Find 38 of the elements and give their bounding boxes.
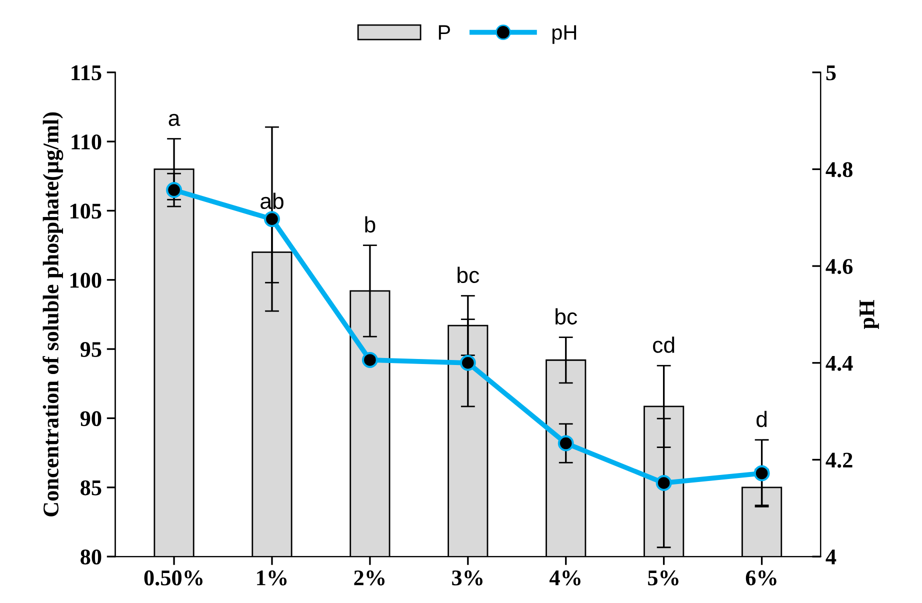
y2-tick-label: 4.8 — [826, 162, 852, 178]
point — [754, 465, 770, 482]
y-tick-label: 115 — [72, 65, 102, 80]
x-tick-label: 5% — [648, 570, 678, 586]
y-tick-label: 90 — [80, 411, 102, 426]
y2-tick-label: 4 — [826, 550, 836, 564]
point — [264, 211, 280, 228]
annotation: b — [365, 216, 376, 233]
x-tick-label: 3% — [452, 570, 482, 586]
y-tick-label: 85 — [80, 480, 102, 496]
y2-tick-label: 4.2 — [826, 452, 852, 468]
y-tick-label: 110 — [72, 134, 102, 150]
point — [362, 352, 378, 368]
annotation: a — [168, 114, 180, 126]
point — [460, 354, 476, 371]
y-tick-label: 95 — [80, 342, 102, 357]
annotation: bc — [556, 308, 578, 325]
y-tick-label: 80 — [80, 550, 102, 564]
x-tick-label: 0.50% — [144, 570, 202, 586]
x-tick-label: 1% — [257, 570, 287, 586]
y-axis-title: Concentration of soluble phosphate(µg/ml) — [42, 112, 64, 516]
legend-label: P — [438, 25, 450, 40]
y2-axis-title: pH — [860, 300, 879, 330]
y-tick-label: 100 — [70, 272, 102, 288]
legend-label: pH — [552, 25, 576, 44]
y-tick-label: 105 — [70, 204, 102, 219]
annotation: cd — [653, 336, 674, 353]
x-tick-label: 6% — [746, 570, 776, 586]
y2-tick-label: 4.4 — [826, 356, 853, 371]
point — [656, 474, 672, 491]
point — [166, 182, 182, 198]
x-tick-label: 2% — [354, 570, 385, 586]
y2-tick-label: 4.6 — [826, 259, 853, 274]
x-tick-label: 4% — [550, 570, 580, 586]
point — [558, 435, 574, 452]
annotation: bc — [458, 266, 480, 284]
y2-tick-label: 5 — [826, 66, 836, 80]
annotation: d — [756, 410, 767, 428]
